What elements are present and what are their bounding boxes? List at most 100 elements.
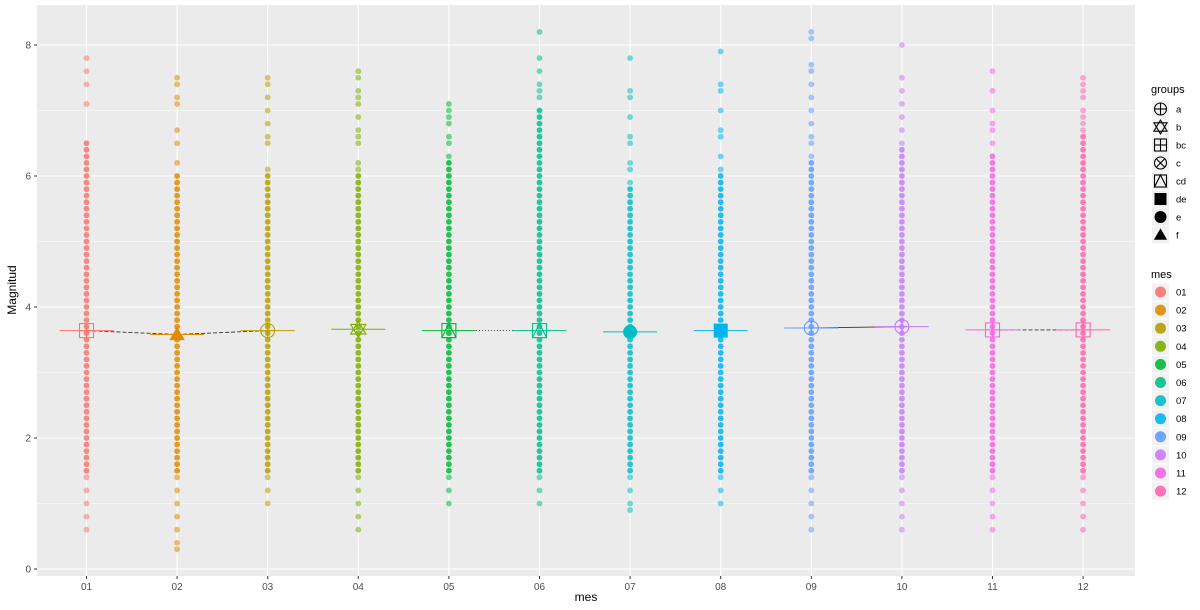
data-point	[717, 297, 724, 304]
data-point	[355, 114, 362, 120]
data-point	[1080, 186, 1086, 193]
data-point	[899, 513, 905, 520]
data-point	[355, 356, 362, 363]
data-point	[808, 35, 815, 42]
data-point	[446, 232, 452, 238]
data-point	[446, 448, 452, 454]
data-point	[627, 389, 633, 396]
data-point	[446, 284, 452, 291]
data-point	[83, 526, 90, 533]
data-point	[536, 317, 543, 323]
data-point	[83, 317, 90, 323]
data-point	[446, 467, 452, 474]
data-point	[717, 441, 724, 448]
data-point	[446, 218, 452, 225]
data-point	[264, 238, 271, 245]
mean-marker	[713, 323, 728, 338]
data-point	[83, 271, 90, 278]
data-point	[264, 81, 271, 88]
data-point	[536, 245, 543, 251]
y-tick-label: 8	[25, 41, 31, 52]
data-point	[83, 153, 90, 160]
data-point	[808, 304, 815, 310]
data-point	[536, 487, 543, 494]
data-point	[264, 454, 271, 461]
data-point	[717, 428, 724, 435]
data-point	[899, 212, 905, 219]
data-point	[899, 232, 905, 238]
data-point	[989, 258, 996, 265]
data-point	[808, 160, 815, 166]
data-point	[1080, 336, 1086, 343]
data-point	[264, 461, 271, 468]
data-point	[1080, 461, 1086, 468]
data-point	[989, 343, 996, 350]
data-point	[264, 500, 271, 507]
data-point	[899, 87, 905, 94]
data-point	[989, 297, 996, 304]
data-point	[899, 140, 905, 147]
data-point	[717, 356, 724, 363]
mean-marker	[169, 326, 185, 341]
data-point	[536, 238, 543, 245]
data-point	[808, 81, 815, 88]
data-point	[989, 271, 996, 278]
data-point	[989, 526, 996, 533]
data-point	[264, 232, 271, 238]
data-point	[536, 323, 543, 330]
data-point	[989, 245, 996, 251]
data-point	[536, 212, 543, 219]
data-point	[989, 291, 996, 297]
data-point	[264, 212, 271, 219]
data-point	[808, 441, 815, 448]
data-point	[808, 369, 815, 376]
data-point	[446, 461, 452, 468]
data-point	[174, 487, 181, 494]
data-point	[83, 336, 90, 343]
data-point	[174, 415, 181, 422]
data-point	[355, 415, 362, 422]
data-point	[355, 349, 362, 356]
data-point	[536, 81, 543, 88]
data-point	[1080, 310, 1086, 317]
data-point	[808, 68, 815, 75]
data-point	[174, 428, 181, 435]
data-point	[1080, 291, 1086, 297]
data-point	[355, 127, 362, 134]
data-point	[717, 369, 724, 376]
data-point	[627, 343, 633, 350]
data-point	[83, 435, 90, 441]
data-point	[83, 500, 90, 507]
data-point	[808, 133, 815, 140]
data-point	[989, 87, 996, 94]
data-point	[1080, 251, 1086, 258]
data-point	[808, 422, 815, 428]
data-point	[83, 304, 90, 310]
data-point	[264, 258, 271, 265]
data-point	[264, 304, 271, 310]
data-point	[355, 74, 362, 81]
data-point	[536, 55, 543, 61]
data-point	[989, 205, 996, 212]
legend-mes-label: 01	[1176, 288, 1187, 299]
data-point	[808, 513, 815, 520]
data-point	[174, 310, 181, 317]
data-point	[83, 225, 90, 232]
data-point	[899, 245, 905, 251]
data-point	[1080, 74, 1086, 81]
data-point	[717, 277, 724, 284]
data-point	[808, 376, 815, 382]
data-point	[808, 336, 815, 343]
data-point	[1080, 166, 1086, 173]
data-point	[1080, 133, 1086, 140]
data-point	[627, 186, 633, 193]
data-point	[536, 441, 543, 448]
data-point	[446, 382, 452, 389]
data-point	[446, 160, 452, 166]
data-point	[83, 251, 90, 258]
data-point	[174, 441, 181, 448]
data-point	[627, 205, 633, 212]
legend-mes-label: 02	[1176, 306, 1187, 317]
legend-mes-swatch	[1155, 485, 1166, 497]
data-point	[627, 441, 633, 448]
